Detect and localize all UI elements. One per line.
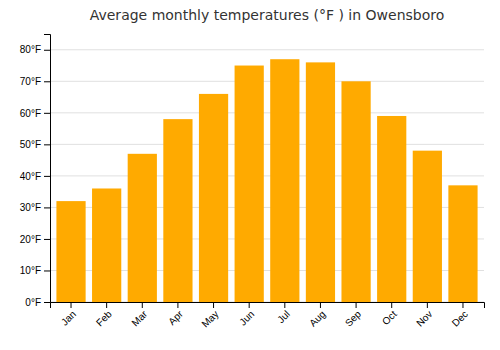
x-tick: Mar [129,302,149,328]
y-tick-label: 70°F [20,76,41,87]
bar [56,201,85,302]
y-tick-mark [44,207,50,208]
x-tick: Jan [59,302,78,328]
y-tick: 10°F [20,265,50,276]
y-tick-label: 50°F [20,139,41,150]
x-tick-mark [356,302,357,308]
y-tick: 40°F [20,171,50,182]
y-tick: 20°F [20,234,50,245]
x-tick: Oct [380,302,399,327]
x-axis: Jan Feb Mar Apr May Jun Jul Aug Sep Oct Nov Dec [51,302,485,330]
x-tick: Apr [166,302,185,327]
y-tick: 60°F [20,108,50,119]
x-tick-label: Jun [237,308,256,327]
bar [377,116,406,302]
x-tick-mark [391,302,392,308]
x-tick-mark [106,302,107,308]
y-tick-mark [44,239,50,240]
y-tick-mark [44,50,50,51]
x-tick-label: Aug [307,308,327,328]
x-tick: Sep [343,302,364,329]
y-axis-line [44,35,51,303]
chart: Jan Feb Mar Apr May Jun Jul Aug Sep Oct Nov Dec 0°F 1… [0,0,500,350]
bar [128,154,157,302]
y-axis: 0°F 10°F 20°F 30°F 40°F 50°F 60°F 70°F 80°F [20,35,51,308]
y-tick-mark [44,302,50,303]
y-tick: 70°F [20,76,50,87]
title: Average monthly temperatures (°F ) in Ow… [90,7,445,23]
x-tick-label: Oct [380,308,399,327]
y-tick-label: 40°F [20,171,41,182]
x-tick: May [199,302,220,330]
y-tick: 30°F [20,202,50,213]
x-tick-mark [284,302,285,308]
x-tick-mark [213,302,214,308]
bar [163,119,192,302]
y-tick-mark [44,270,50,271]
x-tick: Jul [275,302,292,325]
grid-line [50,112,484,113]
bars [56,59,477,302]
x-tick: Nov [414,302,434,329]
y-tick-label: 80°F [20,44,41,55]
x-tick-mark [249,302,250,308]
y-tick-label: 30°F [20,202,41,213]
x-tick-label: Feb [94,308,114,328]
y-tick-label: 60°F [20,108,41,119]
x-tick-mark [462,302,463,308]
bar [270,59,299,302]
x-tick-label: Nov [414,308,434,328]
bar [413,151,442,302]
x-tick: Aug [307,302,327,329]
y-tick-mark [44,81,50,82]
y-tick: 80°F [20,44,50,55]
bar [448,185,477,302]
x-tick-label: Sep [343,308,364,329]
x-tick-mark [71,302,72,308]
x-axis-line [51,303,485,309]
y-tick: 50°F [20,139,50,150]
grid-line [50,81,484,82]
x-tick-mark [177,302,178,308]
y-tick-mark [44,113,50,114]
x-tick-label: Mar [129,308,149,328]
x-tick-mark [320,302,321,308]
x-tick-label: Apr [166,308,185,327]
y-tick-mark [44,176,50,177]
x-tick-label: May [199,308,220,329]
y-tick-label: 0°F [25,297,41,308]
bar [341,81,370,302]
bar [199,94,228,302]
x-tick: Dec [450,302,470,329]
bar [235,66,264,302]
x-tick-label: Jan [59,308,78,327]
x-tick-mark [142,302,143,308]
grid-line [50,49,484,50]
bar [92,188,121,302]
x-tick-label: Dec [450,308,470,328]
bar [306,62,335,302]
plot: Jan Feb Mar Apr May Jun Jul Aug Sep Oct Nov Dec 0°F 1… [20,35,485,330]
x-tick-label: Jul [275,308,292,325]
x-tick: Jun [237,302,256,328]
grid-line [50,144,484,145]
y-tick: 0°F [25,297,50,308]
grid [50,50,484,302]
x-tick: Feb [94,302,114,328]
y-tick-mark [44,144,50,145]
y-tick-label: 20°F [20,234,41,245]
y-tick-label: 10°F [20,265,41,276]
x-tick-mark [427,302,428,308]
